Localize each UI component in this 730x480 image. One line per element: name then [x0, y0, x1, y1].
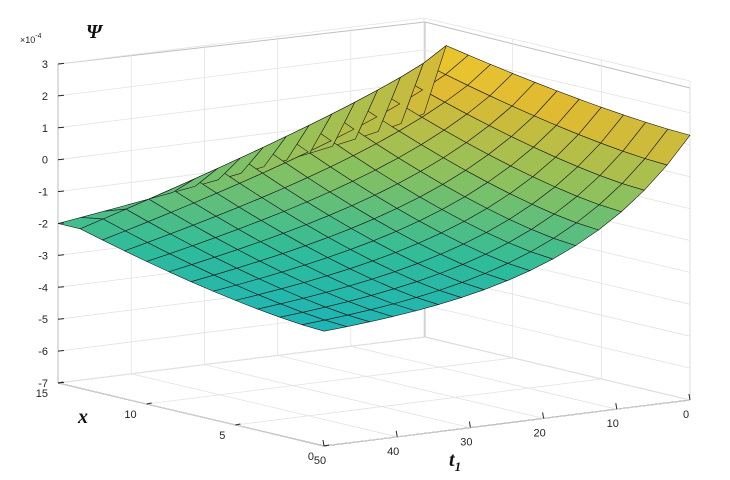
back-top-left [57, 21, 426, 65]
z-tick-label: 3 [42, 59, 48, 71]
t1-tick-label: 50 [314, 455, 326, 467]
t1-tick-mark [395, 430, 398, 437]
z-tick-label: -4 [38, 282, 48, 294]
z-tick-mark [57, 286, 65, 288]
x-tick-label: 10 [124, 409, 136, 421]
z-tick-mark [57, 158, 65, 161]
z-axis-label: Ψ [86, 21, 104, 43]
z-tick-label: 1 [42, 123, 48, 135]
x-axis-label: x [77, 406, 88, 428]
z-tick-label: -3 [38, 250, 48, 262]
z-tick-label: 2 [42, 91, 48, 103]
x-tick-mark [146, 402, 152, 405]
z-tick-mark [57, 190, 65, 193]
z-tick-label: -7 [38, 378, 48, 390]
grid-line-z [57, 336, 691, 401]
x-tick-mark [57, 381, 64, 384]
x-tick-mark [235, 423, 241, 426]
grid-line-t1 [203, 45, 471, 428]
t1-tick-label: 0 [683, 409, 689, 421]
t1-tick-label: 40 [387, 446, 399, 458]
z-tick-mark [57, 222, 65, 224]
x-tick-mark [323, 444, 330, 447]
z-tick-label: -1 [38, 187, 48, 199]
t1-tick-label: 10 [607, 418, 619, 430]
z-tick-label: -2 [38, 219, 48, 231]
t1-tick-mark [615, 403, 618, 410]
z-tick-mark [57, 318, 65, 320]
back-top-right [424, 21, 691, 89]
z-tick-label: 0 [42, 155, 48, 167]
z-tick-mark [57, 126, 65, 129]
x-tick-label: 5 [219, 430, 225, 442]
t1-axis-label: t1 [449, 449, 461, 474]
z-tick-mark [57, 94, 65, 97]
z-tick-mark [57, 62, 65, 65]
t1-tick-mark [322, 439, 325, 447]
t1-tick-label: 20 [533, 427, 545, 439]
x-tick-label: 0 [308, 451, 314, 463]
t1-tick-mark [688, 393, 691, 401]
z-tick-mark [57, 254, 65, 256]
x-tick-label: 15 [36, 388, 48, 400]
t1-tick-mark [468, 421, 471, 428]
z-tick-mark [57, 350, 65, 352]
z-tick-label: -6 [38, 346, 48, 358]
t1-tick-mark [542, 412, 545, 419]
grid-line-t1 [130, 54, 398, 438]
t1-tick-label: 30 [460, 437, 472, 449]
z-tick-label: -5 [38, 314, 48, 326]
surface-mesh [57, 44, 691, 332]
z-exponent: ×10-4 [20, 33, 42, 45]
